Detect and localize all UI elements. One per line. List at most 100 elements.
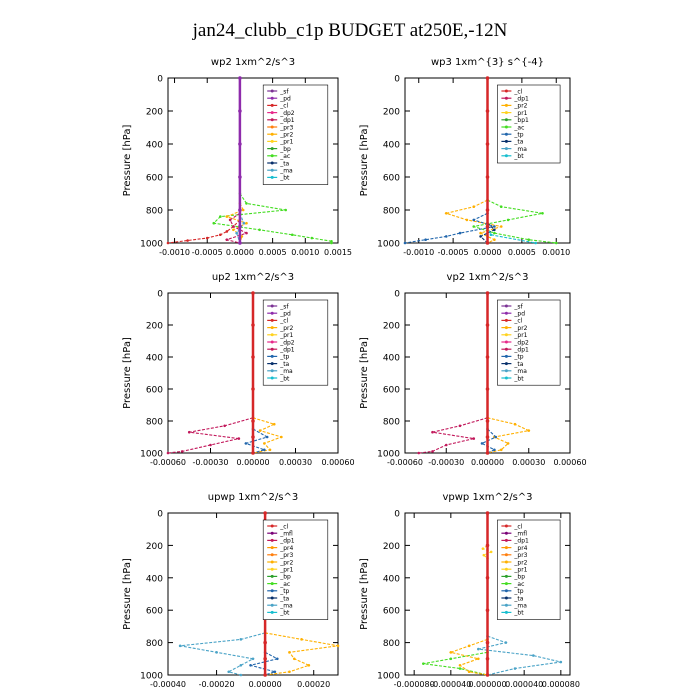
x-tick-label: 0.0005: [508, 248, 536, 257]
legend-marker: [270, 524, 274, 528]
data-point: [330, 241, 333, 245]
legend-marker: [270, 560, 274, 564]
data-point: [485, 640, 490, 645]
legend-marker: [504, 362, 508, 366]
series-line: [478, 635, 561, 676]
y-tick-label: 400: [146, 574, 163, 584]
legend-marker: [504, 531, 508, 535]
legend-label: _pr1: [279, 139, 293, 146]
data-point: [212, 221, 216, 225]
legend-marker: [270, 369, 274, 373]
legend-label: _pr1: [513, 110, 527, 117]
data-point: [284, 208, 287, 212]
legend-marker: [270, 333, 274, 337]
data-point: [431, 430, 434, 434]
legend-marker: [504, 154, 508, 158]
series-line: [236, 213, 245, 244]
data-point: [465, 218, 469, 222]
data-point: [275, 657, 279, 661]
legend-label: _ac: [513, 581, 524, 588]
data-point: [472, 437, 476, 440]
data-point: [458, 424, 462, 428]
legend-label: _dp2: [513, 339, 529, 346]
series-line: [180, 632, 266, 676]
data-point: [307, 663, 311, 667]
x-tick-label: -0.0005: [438, 248, 469, 257]
legend-marker: [504, 354, 508, 358]
y-tick-label: 600: [383, 386, 400, 396]
data-point: [499, 448, 503, 452]
data-point: [215, 651, 218, 654]
data-point: [219, 233, 222, 237]
data-point: [494, 435, 498, 439]
data-point: [485, 543, 490, 548]
data-point: [244, 442, 248, 445]
data-point: [300, 638, 303, 641]
y-axis-label: Pressure [hPa]: [359, 337, 370, 409]
y-tick-label: 0: [157, 290, 163, 300]
data-point: [232, 228, 235, 232]
legend-label: _dp1: [279, 117, 295, 124]
data-point: [477, 657, 480, 661]
x-tick-label: -0.00020: [199, 680, 235, 689]
legend-label: _cl: [513, 88, 522, 95]
x-tick-label: 0.00060: [553, 458, 586, 467]
series-line: [423, 651, 488, 676]
chart-panel-6: vpwp 1xm^2/s^3 Pressure [hPa] 0 200 400 600 80…: [359, 492, 580, 689]
data-point: [449, 651, 453, 654]
data-point: [485, 451, 490, 455]
legend-marker: [270, 154, 274, 158]
chart-title: upwp 1xm^2/s^3: [208, 492, 298, 503]
legend-label: _pr3: [279, 124, 293, 131]
x-tick-label: 0.00000: [249, 680, 282, 689]
legend-label: _dp1: [279, 538, 295, 545]
y-tick-label: 1000: [377, 450, 400, 460]
data-point: [485, 608, 490, 612]
data-point: [449, 657, 453, 661]
legend-marker: [270, 311, 274, 315]
chart-title: vpwp 1xm^2/s^3: [442, 492, 532, 503]
data-point: [559, 660, 563, 664]
chart-panel-4: vp2 1xm^2/s^3 Pressure [hPa] 0 200 400 600 800…: [359, 272, 587, 467]
legend-marker: [270, 538, 274, 542]
x-tick-label: -0.00060: [387, 458, 423, 467]
chart-panel-3: up2 1xm^2/s^3 Pressure [hPa] 0 200 400 600 800…: [122, 272, 355, 467]
y-tick-label: 800: [383, 639, 400, 649]
legend-marker: [270, 147, 274, 151]
series-line: [167, 219, 241, 244]
legend-label: _bt: [279, 175, 290, 182]
legend-marker: [504, 589, 508, 593]
legend-marker: [270, 531, 274, 535]
chart-panel-1: wp2 1xm^2/s^3 Pressure [hPa] 0 200 400 600 800…: [122, 57, 352, 257]
data-point: [485, 109, 490, 113]
legend-marker: [270, 376, 274, 380]
legend-label: _tp: [513, 132, 523, 139]
legend-label: _pr2: [279, 559, 293, 566]
series-line: [487, 417, 531, 454]
legend-label: _pr2: [513, 559, 527, 566]
legend-label: _sf: [279, 88, 289, 95]
data-point: [238, 224, 242, 229]
legend-box: [262, 84, 329, 185]
y-tick-label: 800: [383, 207, 400, 217]
data-point: [541, 212, 544, 215]
legend-marker: [504, 132, 508, 136]
data-point: [263, 442, 266, 445]
data-point: [241, 208, 245, 212]
data-point: [178, 644, 182, 648]
data-point: [422, 662, 425, 665]
x-tick-label: -0.0010: [159, 248, 190, 257]
chart-title: wp2 1xm^2/s^3: [211, 57, 295, 68]
data-point: [506, 442, 510, 445]
y-tick-label: 0: [157, 510, 163, 520]
legend-marker: [504, 111, 508, 115]
data-point: [485, 208, 490, 212]
data-point: [458, 663, 462, 667]
data-point: [251, 435, 255, 439]
data-point: [485, 291, 490, 295]
data-point: [485, 657, 490, 661]
y-tick-label: 0: [394, 510, 400, 520]
legend-marker: [270, 175, 274, 179]
legend-label: _cl: [279, 103, 288, 110]
